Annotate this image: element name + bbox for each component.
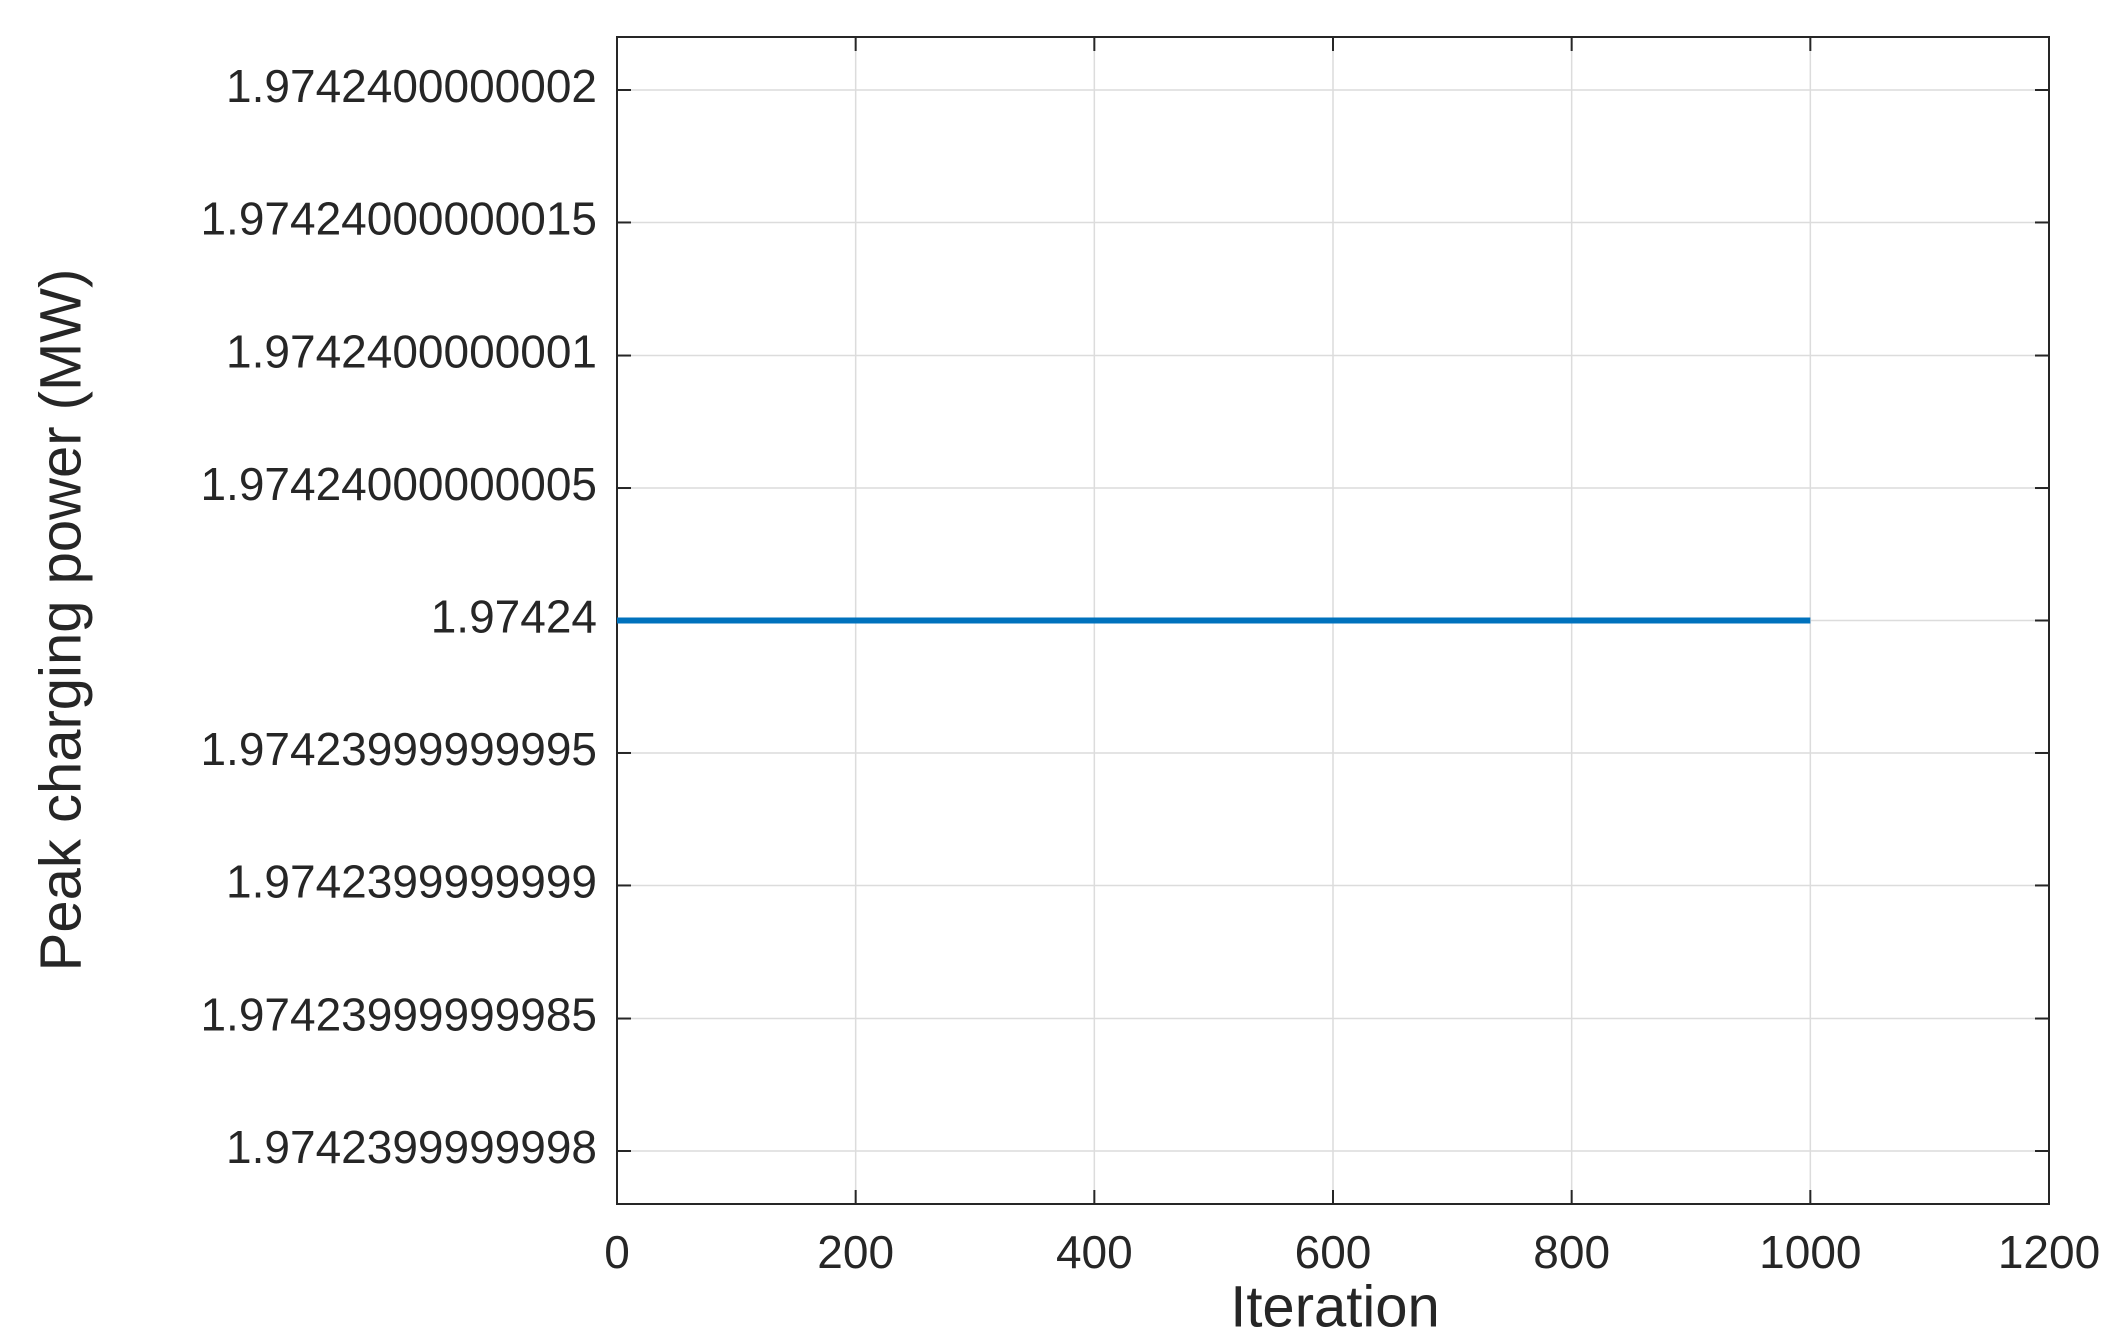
y-tick-label: 1.97424000000015 [200, 193, 597, 245]
x-tick-label: 800 [1533, 1226, 1610, 1278]
x-tick-label: 1200 [1998, 1226, 2100, 1278]
y-tick-label: 1.97423999999995 [200, 723, 597, 775]
y-tick-label: 1.9742399999999 [226, 856, 597, 908]
x-tick-label: 200 [817, 1226, 894, 1278]
x-axis-label: Iteration [1230, 1274, 1440, 1339]
y-tick-label: 1.9742400000002 [226, 60, 597, 112]
y-tick-label: 1.9742400000001 [226, 326, 597, 378]
y-axis-label: Peak charging power (MW) [28, 269, 93, 972]
y-tick-label: 1.97424000000005 [200, 458, 597, 510]
x-tick-label: 400 [1056, 1226, 1133, 1278]
y-tick-label: 1.97423999999985 [200, 989, 597, 1041]
y-tick-label: 1.9742399999998 [226, 1121, 597, 1173]
x-tick-label: 1000 [1759, 1226, 1861, 1278]
x-tick-label: 0 [604, 1226, 630, 1278]
x-tick-label: 600 [1295, 1226, 1372, 1278]
y-tick-label: 1.97424 [431, 591, 597, 643]
